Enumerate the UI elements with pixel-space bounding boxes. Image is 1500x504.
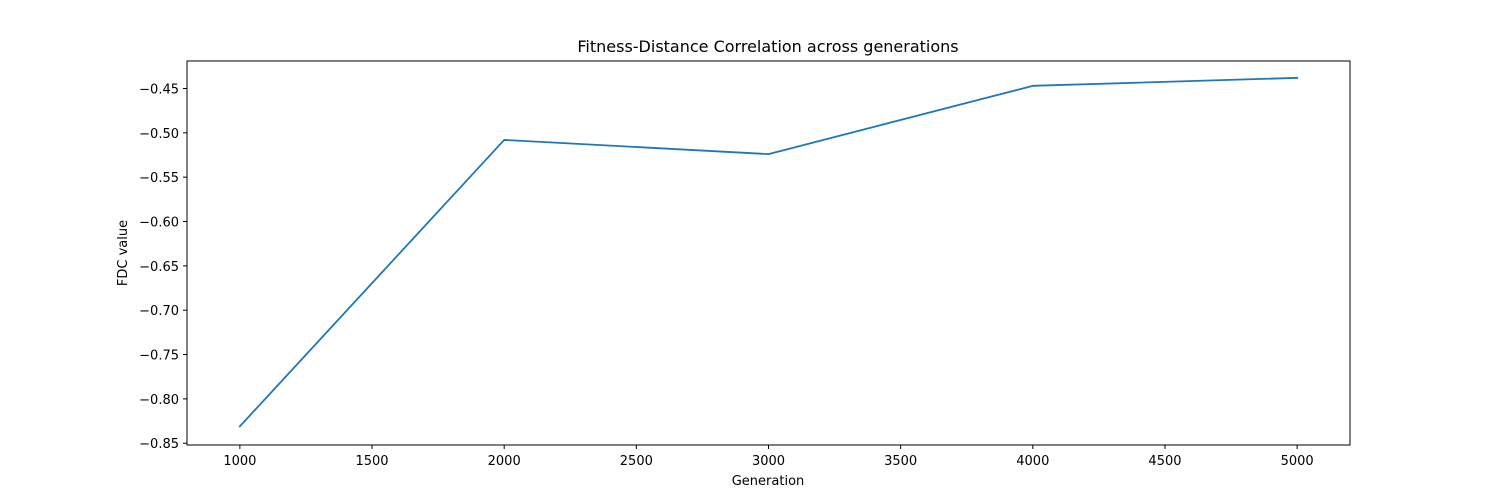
axes-frame xyxy=(186,60,1351,446)
y-tick-label: −0.65 xyxy=(139,260,179,275)
x-tick-label: 4500 xyxy=(1148,454,1181,469)
plot-area: 1000 1500 2000 2500 3000 3500 4000 4500 5000 −0.8… xyxy=(139,60,1351,469)
x-tick-label: 5000 xyxy=(1281,454,1314,469)
x-tick-label: 1500 xyxy=(355,454,388,469)
x-tick-label: 3500 xyxy=(884,454,917,469)
x-tick-label: 4000 xyxy=(1016,454,1049,469)
chart-title: Fitness-Distance Correlation across gene… xyxy=(577,37,958,56)
y-tick-label: −0.50 xyxy=(139,127,179,142)
series-line-0 xyxy=(238,76,1299,428)
y-tick-label: −0.55 xyxy=(139,171,179,186)
x-tick-label: 2000 xyxy=(488,454,521,469)
y-axis-label: FDC value xyxy=(116,220,131,286)
y-tick-label: −0.60 xyxy=(139,216,179,231)
y-tick-label: −0.80 xyxy=(139,393,179,408)
x-tick-label: 2500 xyxy=(620,454,653,469)
y-tick-label: −0.45 xyxy=(139,82,179,97)
y-tick-label: −0.70 xyxy=(139,304,179,319)
y-tick-label: −0.85 xyxy=(139,437,179,452)
x-axis-label: Generation xyxy=(732,474,805,489)
x-tick-label: 1000 xyxy=(223,454,256,469)
y-tick-label: −0.75 xyxy=(139,349,179,364)
x-tick-label: 3000 xyxy=(752,454,785,469)
